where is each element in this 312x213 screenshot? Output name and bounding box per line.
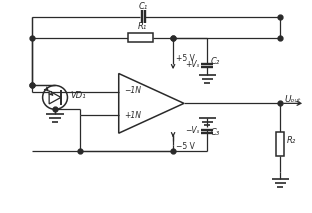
Text: +Vₛ: +Vₛ — [185, 60, 199, 69]
Text: +1N: +1N — [124, 111, 141, 120]
Bar — [276, 132, 284, 155]
Circle shape — [43, 85, 67, 109]
Text: −1N: −1N — [124, 86, 141, 95]
Text: +5 V: +5 V — [176, 54, 194, 63]
Text: −Vₛ: −Vₛ — [185, 126, 199, 135]
Text: R₂: R₂ — [287, 136, 296, 145]
Text: Uₒᵤₜ: Uₒᵤₜ — [285, 95, 301, 104]
Text: R₁: R₁ — [138, 22, 147, 30]
Polygon shape — [49, 91, 61, 104]
Text: C₁: C₁ — [138, 2, 148, 12]
Text: −5 V: −5 V — [176, 142, 194, 151]
Text: VD₁: VD₁ — [70, 91, 85, 100]
Polygon shape — [119, 73, 184, 133]
Text: C₂: C₂ — [210, 57, 220, 66]
Bar — [128, 33, 153, 42]
Text: C₃: C₃ — [210, 128, 220, 137]
